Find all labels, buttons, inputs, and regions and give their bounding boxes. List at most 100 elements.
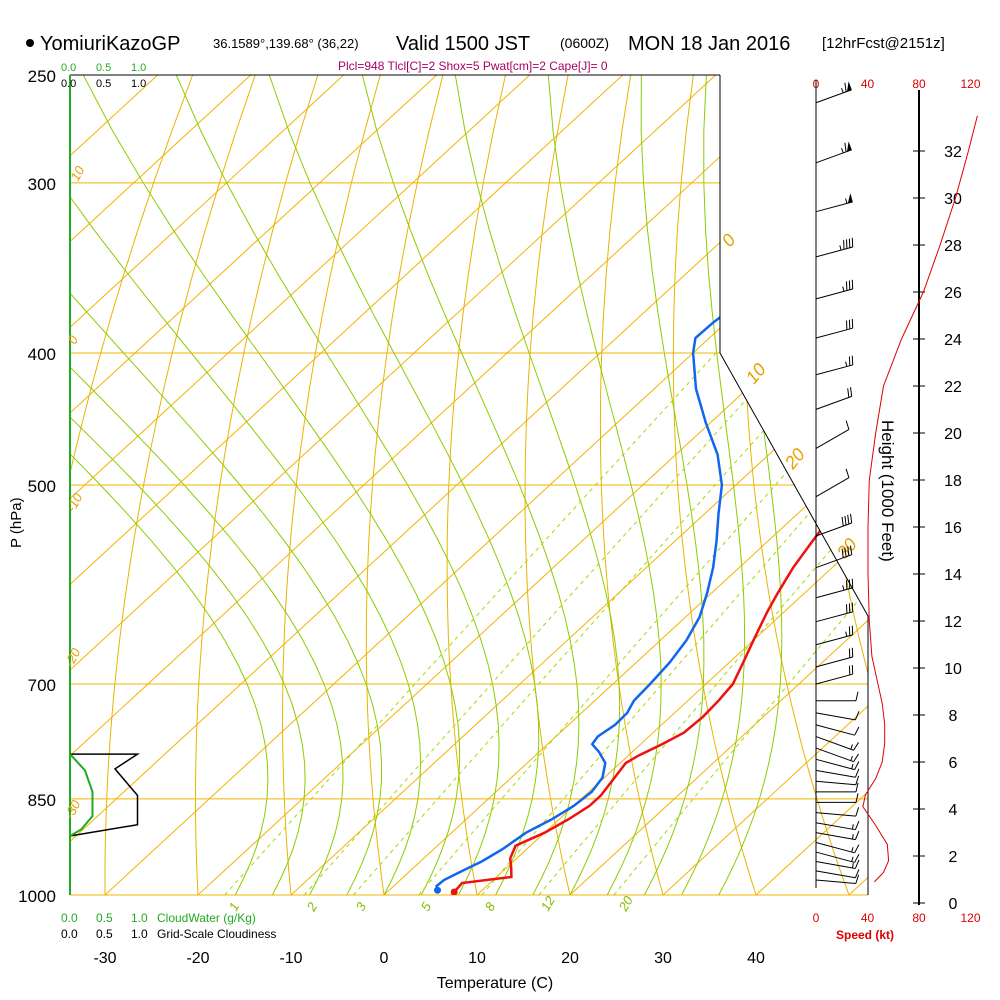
- isotherm-line: [662, 75, 868, 895]
- speed-axis-title: Speed (kt): [836, 928, 894, 942]
- height-tick-label: 14: [944, 567, 962, 584]
- barb-flag: [855, 874, 860, 884]
- barb-shaft: [815, 656, 853, 668]
- pressure-tick-label: 850: [28, 791, 56, 810]
- cloud-scale-top: 0.0: [61, 62, 76, 74]
- barb-shaft: [815, 712, 856, 721]
- pressure-tick-label: 250: [28, 67, 56, 86]
- moist-adiabat-line: [82, 75, 461, 895]
- wind-barb: [815, 820, 860, 831]
- wind-barb: [815, 775, 860, 786]
- isobar-lines: [70, 74, 868, 896]
- temperature-tick-label: -10: [279, 950, 302, 967]
- isotherm-line: [476, 75, 868, 895]
- height-tick-label: 12: [944, 614, 962, 631]
- wind-barb: [815, 602, 854, 623]
- wind-barb: [815, 869, 860, 879]
- dry-adiabat-line: [446, 75, 506, 895]
- barb-flag: [844, 515, 847, 526]
- mixing-ratio-label: 3: [353, 899, 370, 913]
- wind-barb: [815, 758, 860, 771]
- moist-adiabat-line: [70, 75, 306, 895]
- barb-half-flag: [845, 198, 848, 204]
- barb-half-flag: [845, 631, 848, 637]
- height-tick-label: 10: [944, 661, 962, 678]
- barb-shaft: [815, 149, 852, 164]
- barb-half-flag: [851, 834, 854, 840]
- barb-flag: [844, 82, 847, 92]
- height-tick-label: 0: [949, 896, 958, 913]
- height-tick-label: 16: [944, 520, 962, 537]
- mixing-ratio-line: [538, 352, 868, 895]
- moist-adiabat-line: [70, 75, 422, 895]
- cloudwater-line: [69, 753, 94, 837]
- wind-barb: [815, 578, 854, 599]
- barb-flag: [854, 726, 860, 736]
- stability-indices: Plcl=948 Tlcl[C]=2 Shox=5 Pwat[cm]=2 Cap…: [338, 59, 608, 73]
- height-tick-label: 4: [949, 802, 958, 819]
- height-tick-label: 20: [944, 426, 962, 443]
- barb-pennant: [847, 193, 853, 204]
- dry-adiabat-line: [672, 75, 757, 895]
- barb-flag: [855, 793, 859, 803]
- barb-flag: [854, 859, 860, 869]
- temperature-tick-label: -20: [186, 950, 209, 967]
- height-tick-label: 6: [949, 755, 958, 772]
- temperature-tick-label: 40: [747, 950, 765, 967]
- speed-tick-top: 120: [960, 77, 980, 91]
- isotherm-label: 0: [64, 332, 81, 346]
- barb-flag: [850, 513, 853, 524]
- cloud-scale-bottom-black: 0.5: [96, 927, 113, 941]
- station-coords: 36.1589°,139.68° (36,22): [213, 36, 359, 51]
- height-tick-label: 24: [944, 332, 962, 349]
- wind-barb: [815, 859, 860, 869]
- isotherm-label: 0: [718, 230, 740, 251]
- barb-shaft: [815, 851, 855, 863]
- barb-shaft: [815, 364, 853, 376]
- dry-adiabat-line: [104, 75, 256, 895]
- wind-barb: [815, 874, 860, 885]
- wind-barb: [815, 468, 850, 498]
- barb-flag: [855, 775, 860, 785]
- height-tick-label: 18: [944, 473, 962, 490]
- isotherm-label: -10: [63, 490, 85, 514]
- barb-shaft: [815, 879, 856, 885]
- barb-shaft: [815, 554, 852, 569]
- pressure-tick-label: 300: [28, 175, 56, 194]
- barb-shaft: [815, 89, 852, 104]
- moist-adiabat-line: [70, 75, 383, 895]
- barb-half-flag: [845, 361, 848, 367]
- barb-flag: [854, 768, 860, 778]
- cloud-scale-top-black: 0.5: [96, 78, 111, 90]
- barb-shaft: [815, 758, 855, 771]
- barb-flag: [841, 548, 844, 558]
- speed-tick-bottom: 0: [813, 911, 820, 925]
- wind-barb: [815, 237, 854, 258]
- barb-shaft: [815, 522, 852, 537]
- barb-half-flag: [839, 245, 842, 251]
- temperature-tick-label: 10: [468, 950, 486, 967]
- barb-flag: [855, 691, 859, 701]
- barb-shaft: [815, 587, 853, 599]
- barb-flag: [847, 388, 850, 398]
- moist-adiabat-line: [175, 75, 500, 895]
- pressure-tick-label: 1000: [18, 887, 56, 906]
- barb-flag: [853, 742, 859, 751]
- barb-flag: [841, 516, 844, 527]
- barb-shaft: [815, 477, 850, 498]
- cloud-scale-top-black: 0.0: [61, 78, 76, 90]
- wind-barb: [815, 141, 852, 164]
- wind-barb: [815, 420, 850, 449]
- barb-half-flag: [851, 862, 854, 869]
- mixing-ratio-line: [613, 352, 868, 895]
- barb-shaft: [815, 724, 855, 736]
- wind-barb: [816, 691, 859, 702]
- dewpoint-surface-dot: [434, 886, 442, 894]
- barb-flag: [854, 820, 860, 830]
- height-tick-label: 8: [949, 708, 958, 725]
- barb-flag: [845, 420, 850, 430]
- moist-adiabat-line: [547, 75, 662, 895]
- wind-barbs: [815, 81, 860, 885]
- plot-frame: [719, 75, 869, 895]
